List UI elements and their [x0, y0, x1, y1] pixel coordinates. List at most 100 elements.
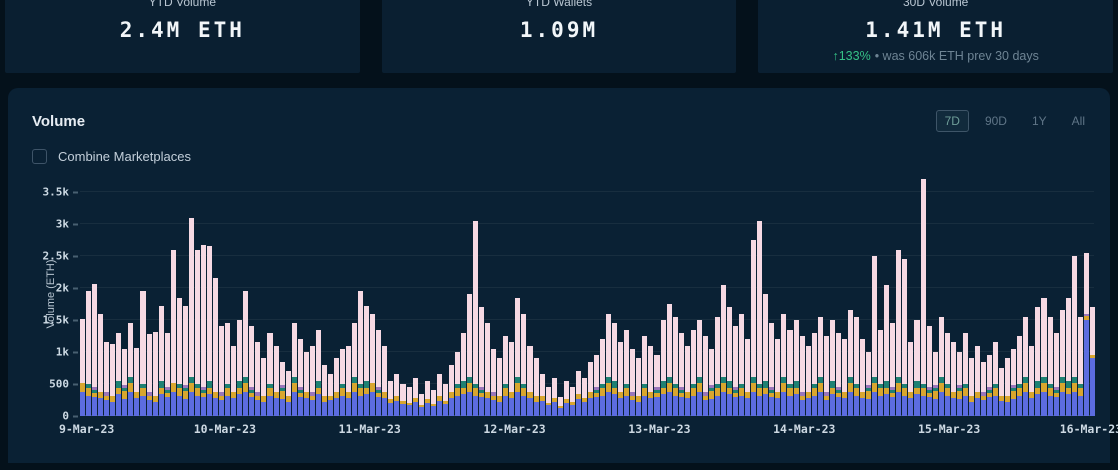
bar[interactable]	[587, 176, 593, 416]
bar[interactable]	[110, 176, 116, 416]
bar[interactable]	[327, 176, 333, 416]
bar[interactable]	[642, 176, 648, 416]
combine-marketplaces-checkbox[interactable]	[32, 149, 47, 164]
bar[interactable]	[279, 176, 285, 416]
bar[interactable]	[974, 176, 980, 416]
bar[interactable]	[751, 176, 757, 416]
bar[interactable]	[358, 176, 364, 416]
bar[interactable]	[285, 176, 291, 416]
bar[interactable]	[376, 176, 382, 416]
bar[interactable]	[436, 176, 442, 416]
bar[interactable]	[182, 176, 188, 416]
bar[interactable]	[333, 176, 340, 416]
bar[interactable]	[696, 176, 702, 416]
bar[interactable]	[684, 176, 690, 416]
bar[interactable]	[660, 176, 666, 416]
bar[interactable]	[176, 176, 182, 416]
bar[interactable]	[902, 176, 908, 416]
bar[interactable]	[116, 176, 122, 416]
bar[interactable]	[1023, 176, 1029, 416]
bar[interactable]	[563, 176, 569, 416]
bar[interactable]	[158, 176, 164, 416]
bar[interactable]	[194, 176, 200, 416]
bar[interactable]	[926, 176, 932, 416]
bar[interactable]	[878, 176, 884, 416]
bar[interactable]	[932, 176, 938, 416]
bar[interactable]	[213, 176, 219, 416]
bar[interactable]	[430, 176, 436, 416]
bar[interactable]	[1077, 176, 1083, 416]
bar[interactable]	[352, 176, 358, 416]
bar[interactable]	[346, 176, 352, 416]
bar[interactable]	[799, 176, 805, 416]
bar[interactable]	[394, 176, 400, 416]
bar[interactable]	[424, 176, 430, 416]
bar[interactable]	[763, 176, 769, 416]
bar[interactable]	[654, 176, 660, 416]
bar[interactable]	[267, 176, 273, 416]
bar[interactable]	[1017, 176, 1023, 416]
bar[interactable]	[491, 176, 497, 416]
bar[interactable]	[231, 176, 237, 416]
bar[interactable]	[128, 176, 134, 416]
bar[interactable]	[134, 176, 140, 416]
bar[interactable]	[1053, 176, 1059, 416]
bar[interactable]	[1041, 176, 1047, 416]
bar[interactable]	[914, 176, 920, 416]
bar[interactable]	[303, 176, 309, 416]
bar[interactable]	[956, 176, 962, 416]
bar[interactable]	[739, 176, 745, 416]
bar[interactable]	[370, 176, 376, 416]
bar[interactable]	[309, 176, 315, 416]
bar[interactable]	[648, 176, 654, 416]
bar[interactable]	[454, 176, 460, 416]
bar[interactable]	[1029, 176, 1035, 416]
bar[interactable]	[140, 176, 146, 416]
bar[interactable]	[460, 176, 466, 416]
bar[interactable]	[666, 176, 672, 416]
bar[interactable]	[829, 176, 835, 416]
bar[interactable]	[291, 176, 297, 416]
bar[interactable]	[793, 176, 799, 416]
bar[interactable]	[920, 176, 926, 416]
bar[interactable]	[467, 176, 473, 416]
bar[interactable]	[448, 176, 454, 416]
bar[interactable]	[860, 176, 866, 416]
bar[interactable]	[733, 176, 739, 416]
bar[interactable]	[164, 176, 170, 416]
bar[interactable]	[950, 176, 956, 416]
bar[interactable]	[533, 176, 539, 416]
bar[interactable]	[225, 176, 231, 416]
bar[interactable]	[249, 176, 255, 416]
bar[interactable]	[569, 176, 575, 416]
bar[interactable]	[636, 176, 642, 416]
bar[interactable]	[406, 176, 412, 416]
bar[interactable]	[473, 176, 479, 416]
bar[interactable]	[962, 176, 968, 416]
bar[interactable]	[1035, 176, 1041, 416]
range-button-1y[interactable]: 1Y	[1023, 110, 1056, 132]
bar[interactable]	[745, 176, 751, 416]
bar[interactable]	[206, 176, 213, 416]
bar[interactable]	[708, 176, 714, 416]
bar[interactable]	[835, 176, 841, 416]
bar[interactable]	[841, 176, 847, 416]
bar[interactable]	[896, 176, 902, 416]
bar[interactable]	[727, 176, 733, 416]
bar[interactable]	[80, 176, 86, 416]
bar[interactable]	[823, 176, 829, 416]
bar[interactable]	[1089, 176, 1095, 416]
bar[interactable]	[539, 176, 545, 416]
bar[interactable]	[769, 176, 775, 416]
bar[interactable]	[787, 176, 793, 416]
bar[interactable]	[1005, 176, 1011, 416]
bar[interactable]	[412, 176, 418, 416]
bar[interactable]	[146, 176, 152, 416]
bar[interactable]	[261, 176, 267, 416]
bar[interactable]	[854, 176, 860, 416]
bar[interactable]	[545, 176, 551, 416]
bar[interactable]	[805, 176, 811, 416]
bar[interactable]	[551, 176, 557, 416]
bar[interactable]	[600, 176, 606, 416]
bar[interactable]	[811, 176, 817, 416]
